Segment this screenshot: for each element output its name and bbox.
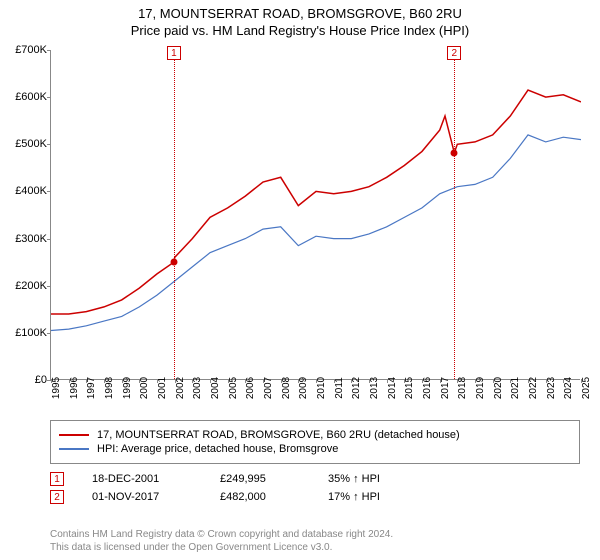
- x-tick-label: 2008: [281, 377, 292, 399]
- x-tick-label: 2001: [157, 377, 168, 399]
- x-tick-label: 2017: [440, 377, 451, 399]
- x-tick-label: 2010: [316, 377, 327, 399]
- x-tick-label: 1995: [51, 377, 62, 399]
- x-tick-label: 2021: [510, 377, 521, 399]
- sale-row: 1 18-DEC-2001 £249,995 35% ↑ HPI: [50, 472, 580, 486]
- sale-marker-point: [170, 259, 177, 266]
- footer-line: This data is licensed under the Open Gov…: [50, 541, 580, 554]
- sale-price: £482,000: [220, 491, 300, 503]
- x-tick-label: 2019: [475, 377, 486, 399]
- sale-price: £249,995: [220, 473, 300, 485]
- y-tick-label: £0: [3, 374, 47, 386]
- series-line-price_paid: [51, 90, 581, 314]
- chart-area: £0£100K£200K£300K£400K£500K£600K£700K199…: [50, 50, 580, 380]
- x-tick-label: 2020: [493, 377, 504, 399]
- sale-flag-icon: 1: [50, 472, 64, 486]
- y-tick-mark: [47, 191, 51, 192]
- x-tick-label: 2007: [263, 377, 274, 399]
- footer-line: Contains HM Land Registry data © Crown c…: [50, 528, 580, 541]
- x-tick-label: 2009: [298, 377, 309, 399]
- x-tick-label: 1997: [86, 377, 97, 399]
- x-tick-label: 2003: [192, 377, 203, 399]
- y-tick-label: £200K: [3, 280, 47, 292]
- title-address: 17, MOUNTSERRAT ROAD, BROMSGROVE, B60 2R…: [0, 6, 600, 21]
- sale-marker-flag: 2: [447, 46, 461, 60]
- x-tick-label: 2014: [387, 377, 398, 399]
- y-tick-mark: [47, 333, 51, 334]
- x-tick-label: 2022: [528, 377, 539, 399]
- x-tick-label: 2002: [175, 377, 186, 399]
- legend-swatch: [59, 448, 89, 450]
- x-tick-label: 2004: [210, 377, 221, 399]
- sale-marker-point: [451, 149, 458, 156]
- sale-hpi-diff: 17% ↑ HPI: [328, 491, 428, 503]
- x-tick-label: 2025: [581, 377, 592, 399]
- line-series-svg: [51, 50, 581, 380]
- x-tick-label: 2024: [563, 377, 574, 399]
- x-tick-label: 2016: [422, 377, 433, 399]
- x-tick-label: 2000: [139, 377, 150, 399]
- y-tick-label: £700K: [3, 44, 47, 56]
- sale-date: 18-DEC-2001: [92, 473, 192, 485]
- y-tick-mark: [47, 286, 51, 287]
- legend-label: 17, MOUNTSERRAT ROAD, BROMSGROVE, B60 2R…: [97, 429, 460, 441]
- legend-swatch: [59, 434, 89, 436]
- x-tick-label: 1996: [69, 377, 80, 399]
- y-tick-label: £300K: [3, 233, 47, 245]
- y-tick-label: £100K: [3, 327, 47, 339]
- legend-label: HPI: Average price, detached house, Brom…: [97, 443, 338, 455]
- y-tick-label: £600K: [3, 91, 47, 103]
- x-tick-label: 2006: [245, 377, 256, 399]
- x-tick-label: 2018: [457, 377, 468, 399]
- y-tick-label: £400K: [3, 185, 47, 197]
- sales-table: 1 18-DEC-2001 £249,995 35% ↑ HPI 2 01-NO…: [50, 468, 580, 508]
- x-tick-label: 2011: [334, 377, 345, 399]
- sale-marker-line: [454, 50, 455, 379]
- x-tick-label: 1998: [104, 377, 115, 399]
- sale-date: 01-NOV-2017: [92, 491, 192, 503]
- legend-item: 17, MOUNTSERRAT ROAD, BROMSGROVE, B60 2R…: [59, 429, 571, 441]
- legend: 17, MOUNTSERRAT ROAD, BROMSGROVE, B60 2R…: [50, 420, 580, 464]
- x-tick-label: 1999: [122, 377, 133, 399]
- y-tick-mark: [47, 97, 51, 98]
- y-tick-mark: [47, 144, 51, 145]
- y-tick-mark: [47, 239, 51, 240]
- x-tick-label: 2023: [546, 377, 557, 399]
- sale-hpi-diff: 35% ↑ HPI: [328, 473, 428, 485]
- x-tick-label: 2012: [351, 377, 362, 399]
- footer-attribution: Contains HM Land Registry data © Crown c…: [50, 528, 580, 554]
- sale-marker-line: [174, 50, 175, 379]
- y-tick-label: £500K: [3, 138, 47, 150]
- x-tick-label: 2015: [404, 377, 415, 399]
- sale-marker-flag: 1: [167, 46, 181, 60]
- sale-flag-icon: 2: [50, 490, 64, 504]
- y-tick-mark: [47, 50, 51, 51]
- plot-region: £0£100K£200K£300K£400K£500K£600K£700K199…: [50, 50, 580, 380]
- x-tick-label: 2013: [369, 377, 380, 399]
- series-line-hpi: [51, 135, 581, 331]
- x-tick-label: 2005: [228, 377, 239, 399]
- title-subtitle: Price paid vs. HM Land Registry's House …: [0, 23, 600, 38]
- legend-item: HPI: Average price, detached house, Brom…: [59, 443, 571, 455]
- sale-row: 2 01-NOV-2017 £482,000 17% ↑ HPI: [50, 490, 580, 504]
- chart-title-block: 17, MOUNTSERRAT ROAD, BROMSGROVE, B60 2R…: [0, 0, 600, 38]
